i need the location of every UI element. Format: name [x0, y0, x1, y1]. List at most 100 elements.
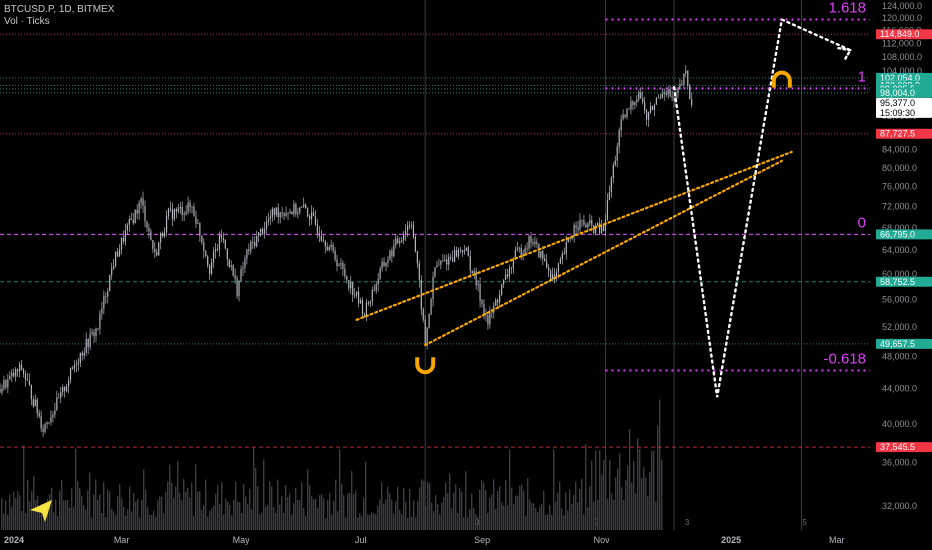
volume-bar — [511, 487, 513, 530]
candle-body — [201, 235, 203, 243]
volume-bar — [657, 425, 659, 530]
y-axis-tick-label: 84,000.0 — [882, 145, 917, 155]
volume-indicator-label: Vol · Ticks — [4, 16, 50, 27]
candle-body — [381, 261, 383, 269]
candle-body — [546, 261, 548, 268]
candle-body — [17, 369, 19, 372]
volume-bar — [35, 500, 37, 530]
volume-bar — [225, 498, 227, 530]
price-line-label-bg — [876, 87, 932, 98]
volume-bar — [223, 514, 225, 530]
volume-bar — [643, 466, 645, 530]
volume-bar — [641, 478, 643, 530]
volume-bar — [57, 516, 59, 530]
candle-body — [48, 422, 50, 424]
candle-body — [461, 249, 464, 253]
candle-body — [452, 257, 454, 262]
volume-bar — [565, 492, 567, 530]
volume-bar — [27, 479, 29, 530]
candle-body — [242, 267, 244, 270]
candle-body — [183, 213, 185, 215]
candle-body — [95, 328, 97, 337]
candle-body — [312, 212, 315, 217]
candle-body — [58, 397, 60, 399]
candle-body — [209, 265, 211, 274]
candle-body — [563, 253, 565, 255]
candle-body — [679, 83, 681, 90]
candle-body — [373, 290, 375, 291]
candle-body — [89, 333, 91, 348]
volume-bar — [521, 484, 523, 530]
volume-bar — [227, 501, 229, 530]
candle-body — [118, 249, 121, 257]
price-line-label: 98,004.0 — [880, 88, 915, 98]
volume-bar — [113, 511, 115, 530]
volume-bar — [259, 514, 261, 530]
volume-bar — [445, 482, 447, 530]
volume-bar — [205, 479, 207, 530]
candle-body — [69, 367, 72, 381]
candle-body — [171, 208, 174, 220]
volume-bar — [25, 513, 27, 530]
candle-body — [655, 98, 658, 105]
candle-body — [399, 241, 401, 244]
volume-bar — [413, 500, 415, 530]
candle-body — [156, 251, 158, 256]
volume-bar — [387, 486, 389, 530]
volume-bar — [599, 450, 601, 530]
candle-body — [657, 97, 659, 99]
candle-body — [305, 204, 307, 209]
volume-bar — [277, 479, 279, 530]
candle-body — [644, 102, 646, 111]
candle-body — [393, 245, 395, 257]
x-axis-label: 2024 — [4, 535, 24, 545]
volume-bar — [179, 492, 181, 530]
candle-body — [510, 267, 513, 269]
volume-bar — [417, 500, 419, 530]
candle-body — [101, 308, 103, 314]
y-axis-tick-label: 36,000.0 — [882, 458, 917, 468]
y-axis-tick-label: 60,000.0 — [882, 269, 917, 279]
y-axis-tick-label: 124,000.0 — [882, 1, 922, 11]
candle-body — [224, 239, 226, 249]
volume-bar — [13, 491, 15, 530]
vertical-marker-label: 5 — [802, 518, 807, 527]
volume-bar — [213, 505, 215, 530]
candle-body — [385, 263, 387, 267]
candle-body — [677, 89, 679, 94]
candle-body — [91, 331, 93, 334]
y-axis-tick-label: 80,000.0 — [882, 163, 917, 173]
volume-bar — [81, 495, 83, 530]
price-line-label-bg — [876, 128, 932, 139]
cursor-arrow-icon — [30, 500, 52, 522]
volume-bar — [263, 459, 265, 530]
candle-body — [667, 89, 669, 95]
volume-bar — [627, 465, 629, 530]
volume-bar — [77, 480, 79, 530]
volume-bar — [385, 499, 387, 530]
volume-bar — [573, 494, 575, 530]
volume-bar — [375, 513, 377, 530]
volume-bar — [151, 514, 153, 530]
volume-bar — [459, 488, 461, 530]
candle-body — [559, 258, 562, 264]
candle-body — [620, 119, 622, 131]
candle-body — [649, 106, 652, 113]
volume-bar — [427, 481, 429, 530]
volume-bar — [209, 510, 211, 530]
candle-body — [514, 249, 516, 260]
volume-bar — [561, 508, 563, 530]
volume-bar — [127, 508, 129, 530]
volume-bar — [489, 497, 491, 530]
fib-level-label: -0.618 — [823, 351, 866, 368]
candle-body — [414, 236, 417, 252]
volume-bar — [61, 479, 63, 530]
candle-body — [481, 300, 483, 305]
candle-body — [216, 248, 219, 250]
candle-body — [324, 241, 326, 247]
volume-bar — [519, 485, 521, 530]
volume-bar — [431, 502, 433, 530]
volume-bar — [491, 494, 493, 530]
